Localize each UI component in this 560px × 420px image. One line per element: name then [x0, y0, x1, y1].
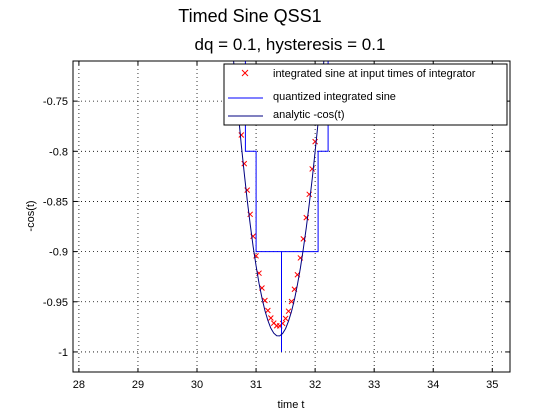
- chart-title: Timed Sine QSS1: [178, 6, 321, 26]
- marker-stroke: [238, 132, 245, 138]
- data-point-x-marker: [282, 315, 289, 322]
- plot-frame: [72, 60, 511, 373]
- marker-stroke: [279, 320, 286, 327]
- data-point-x-marker: [267, 315, 274, 321]
- data-point-x-marker: [279, 320, 286, 327]
- x-tick-label: 35: [486, 379, 498, 391]
- series-1: [244, 61, 329, 352]
- legend: integrated sine at input times of integr…: [223, 63, 508, 126]
- legend-box: [223, 63, 508, 126]
- marker-stroke: [291, 286, 298, 293]
- y-tick-label: -0.85: [43, 196, 68, 208]
- marker-stroke: [282, 315, 289, 322]
- marker-stroke: [241, 160, 248, 167]
- marker-stroke: [244, 187, 251, 193]
- quantized-step-line: [244, 61, 329, 352]
- legend-label-integrated: integrated sine at input times of integr…: [273, 68, 476, 80]
- y-tick-label: -0.9: [49, 247, 68, 259]
- data-point-x-marker: [285, 308, 292, 315]
- data-point-x-marker: [238, 132, 245, 138]
- marker-stroke: [267, 315, 274, 321]
- x-tick-label: 29: [132, 379, 144, 391]
- y-tick-label: -0.75: [43, 96, 68, 108]
- x-axis-label: time t: [278, 399, 305, 411]
- x-tick-label: 34: [427, 379, 439, 391]
- marker-stroke: [285, 308, 292, 315]
- x-tick-label: 30: [191, 379, 203, 391]
- chart-subtitle: dq = 0.1, hysteresis = 0.1: [195, 35, 386, 54]
- y-tick-label: -0.8: [49, 146, 68, 158]
- marker-stroke: [288, 298, 295, 305]
- y-tick-label: -0.95: [43, 297, 68, 309]
- axis-ticks: 28 29 30 31 32 33 34 35 -0.75 -0.8 -0.85 -0.9 -0.95 -…: [43, 61, 510, 391]
- marker-stroke: [270, 320, 277, 326]
- marker-stroke: [250, 233, 256, 240]
- x-tick-label: 31: [250, 379, 262, 391]
- legend-label-analytic: analytic -cos(t): [273, 109, 345, 121]
- marker-stroke: [265, 307, 271, 314]
- series-2: [233, 61, 325, 337]
- y-tick-label: -1: [58, 347, 68, 359]
- legend-label-quantized: quantized integrated sine: [273, 91, 396, 103]
- analytic-curve-line: [233, 61, 325, 337]
- legend-marker-x: [241, 69, 249, 77]
- x-tick-label: 28: [73, 379, 85, 391]
- y-axis-label: -cos(t): [25, 200, 37, 231]
- x-tick-label: 33: [368, 379, 380, 391]
- marker-stroke: [247, 211, 254, 218]
- x-tick-label: 32: [309, 379, 321, 391]
- data-point-x-marker: [265, 307, 271, 314]
